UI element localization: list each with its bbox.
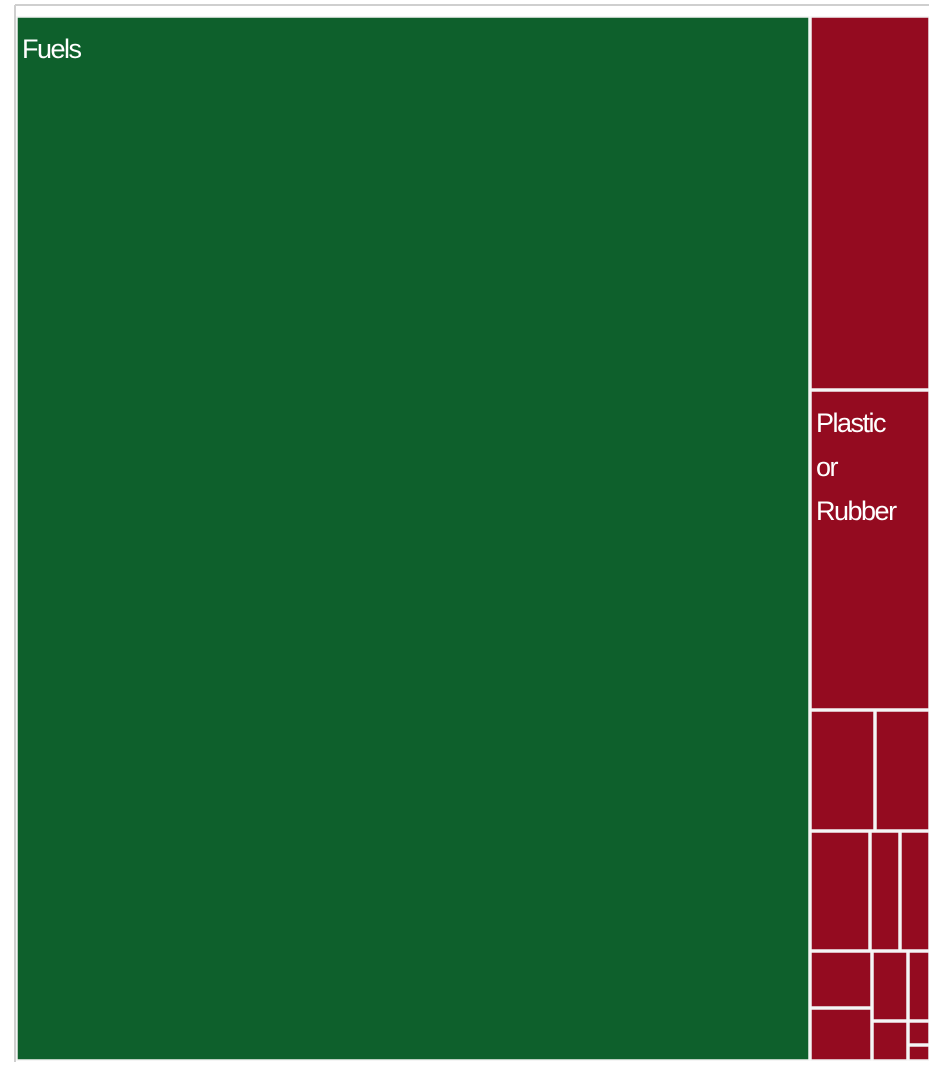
treemap-cell-label-line: Rubber: [816, 496, 897, 526]
treemap-cell-label-line: or: [816, 452, 839, 482]
treemap-cell-unlabeled-14: [908, 1045, 929, 1061]
treemap-cell-unlabeled-12: [872, 1021, 908, 1061]
treemap-cells: [16, 16, 929, 1061]
treemap-cell-label-line: Fuels: [22, 34, 82, 64]
treemap-cell-unlabeled-11: [908, 951, 929, 1021]
treemap-cell-unlabeled-4: [875, 710, 929, 831]
treemap-cell-unlabeled-3: [810, 710, 875, 831]
treemap-cell-unlabeled-13: [908, 1021, 929, 1045]
treemap-cell-label-fuels: Fuels: [22, 34, 82, 64]
treemap-cell-label-line: Plastic: [816, 408, 886, 438]
treemap-cell-unlabeled-1: [810, 16, 929, 390]
treemap-cell-unlabeled-10: [872, 951, 908, 1021]
treemap-cell-unlabeled-6: [870, 831, 900, 951]
treemap-cell-unlabeled-7: [900, 831, 929, 951]
treemap-cell-label-plastic-or-rubber: Plastic or Rubber: [816, 408, 897, 526]
treemap-cell-unlabeled-9: [810, 1008, 872, 1061]
treemap-cell-fuels: [16, 16, 810, 1061]
treemap-cell-unlabeled-5: [810, 831, 870, 951]
treemap-cell-plastic-or-rubber: [810, 390, 929, 710]
treemap-labels: Fuels Plastic or Rubber: [22, 34, 899, 526]
treemap-cell-unlabeled-8: [810, 951, 872, 1008]
